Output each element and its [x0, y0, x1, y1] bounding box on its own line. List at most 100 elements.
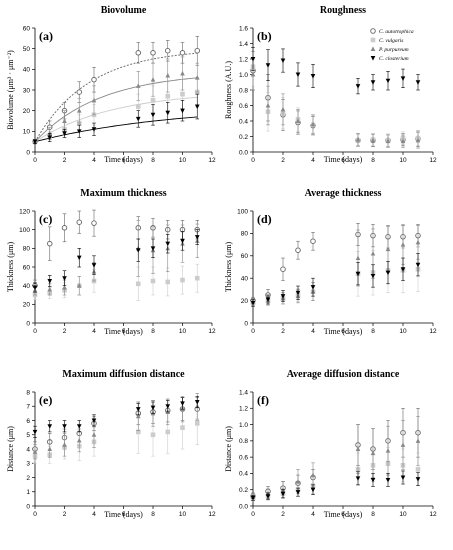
- y-tick-label: 40: [23, 283, 31, 290]
- panel-title: Biovolume: [101, 5, 147, 16]
- data-point: [76, 129, 82, 134]
- data-point: [194, 421, 200, 426]
- data-point: [76, 424, 82, 429]
- x-tick-label: 12: [429, 157, 437, 164]
- x-tick-label: 8: [371, 328, 375, 335]
- series-square: [32, 77, 200, 145]
- data-point: [180, 425, 185, 430]
- data-point: [194, 275, 200, 281]
- data-point: [165, 241, 171, 247]
- x-tick-label: 2: [281, 157, 285, 164]
- panel-label: (a): [39, 29, 53, 43]
- x-tick-label: 6: [341, 511, 345, 518]
- data-point: [135, 413, 141, 419]
- data-point: [76, 283, 82, 288]
- data-point: [250, 495, 256, 501]
- data-point: [180, 108, 185, 114]
- data-point: [295, 118, 301, 123]
- data-point: [135, 281, 141, 287]
- data-point: [280, 266, 286, 272]
- x-tick-label: 2: [63, 511, 67, 518]
- x-tick-label: 10: [179, 328, 187, 335]
- data-point: [265, 297, 271, 303]
- data-point: [385, 78, 391, 84]
- y-tick-label: 80: [241, 231, 249, 238]
- panel-e: Maximum diffusion distance(e)0 2 4 6 8 10 1201…: [6, 369, 216, 519]
- panel-d: Average thickness (d) 0 2 4 6 8 10 12 0 20 40 60 80 10…: [224, 188, 437, 336]
- data-point: [295, 290, 301, 296]
- fit-curve: [34, 116, 198, 143]
- y-tick-label: 100: [237, 208, 248, 215]
- y-tick-label: 0: [26, 149, 30, 156]
- data-point: [150, 98, 156, 103]
- series-triangle-down: [250, 47, 421, 95]
- x-tick-label: 0: [33, 157, 37, 164]
- data-point: [400, 138, 406, 144]
- data-point: [385, 477, 391, 483]
- data-point: [295, 72, 301, 78]
- series-open-circle: [250, 407, 421, 500]
- data-point: [135, 104, 141, 109]
- legend-marker: [370, 56, 376, 61]
- data-point: [194, 47, 200, 54]
- data-point: [91, 263, 97, 268]
- y-axis-label: Thickness (μm): [224, 242, 233, 293]
- y-tick-label: 0.8: [239, 438, 248, 445]
- data-point: [62, 118, 67, 123]
- x-tick-label: 10: [179, 511, 187, 518]
- data-point: [310, 472, 316, 478]
- series-triangle-down: [32, 229, 200, 293]
- series-triangle-up: [32, 56, 200, 145]
- y-tick-label: 1.4: [239, 41, 248, 48]
- y-axis-label: Roughness (A.U.): [224, 61, 233, 119]
- series-open-circle: [32, 35, 200, 145]
- data-point: [47, 424, 53, 429]
- x-tick-label: 4: [92, 511, 96, 518]
- data-point: [370, 477, 376, 483]
- data-point: [370, 137, 376, 143]
- data-point: [295, 490, 301, 495]
- y-tick-label: 0.8: [239, 87, 248, 94]
- data-point: [180, 277, 185, 283]
- y-tick-label: 0.4: [239, 118, 248, 125]
- fit-curve: [34, 77, 198, 143]
- data-point: [280, 491, 286, 497]
- x-tick-label: 12: [429, 511, 437, 518]
- panel-f: Average diffusion distance (f) 0 2 4 6 8 10 12 0.…: [224, 369, 437, 519]
- data-point: [150, 278, 156, 284]
- x-tick-label: 2: [281, 328, 285, 335]
- series-triangle-down: [32, 93, 200, 145]
- x-tick-label: 10: [179, 157, 187, 164]
- x-tick-label: 6: [122, 328, 126, 335]
- y-tick-label: 20: [241, 298, 249, 305]
- data-point: [150, 432, 156, 438]
- legend-label: C. vulgaris: [379, 38, 403, 44]
- series-triangle-up: [32, 393, 200, 460]
- panel-label: (d): [257, 212, 272, 226]
- x-tick-label: 8: [151, 511, 155, 518]
- x-tick-label: 6: [341, 157, 345, 164]
- data-point: [250, 300, 256, 306]
- data-point: [32, 429, 38, 435]
- y-tick-label: 4: [26, 446, 30, 453]
- series-square: [250, 47, 421, 147]
- data-point: [150, 50, 156, 56]
- data-point: [91, 76, 97, 83]
- x-tick-label: 12: [208, 157, 216, 164]
- data-point: [370, 80, 376, 85]
- y-tick-label: 1.2: [239, 406, 248, 413]
- y-tick-label: 2: [26, 475, 30, 482]
- data-point: [180, 401, 185, 406]
- y-tick-label: 20: [23, 302, 31, 309]
- series-triangle-up: [250, 58, 421, 149]
- data-point: [135, 50, 141, 56]
- x-tick-label: 0: [251, 511, 255, 518]
- series-open-circle: [32, 209, 200, 292]
- x-tick-label: 0: [33, 328, 37, 335]
- y-tick-label: 10: [23, 129, 31, 136]
- y-tick-label: 0: [244, 320, 248, 327]
- data-point: [165, 72, 171, 78]
- data-point: [47, 135, 53, 141]
- x-tick-label: 4: [92, 328, 96, 335]
